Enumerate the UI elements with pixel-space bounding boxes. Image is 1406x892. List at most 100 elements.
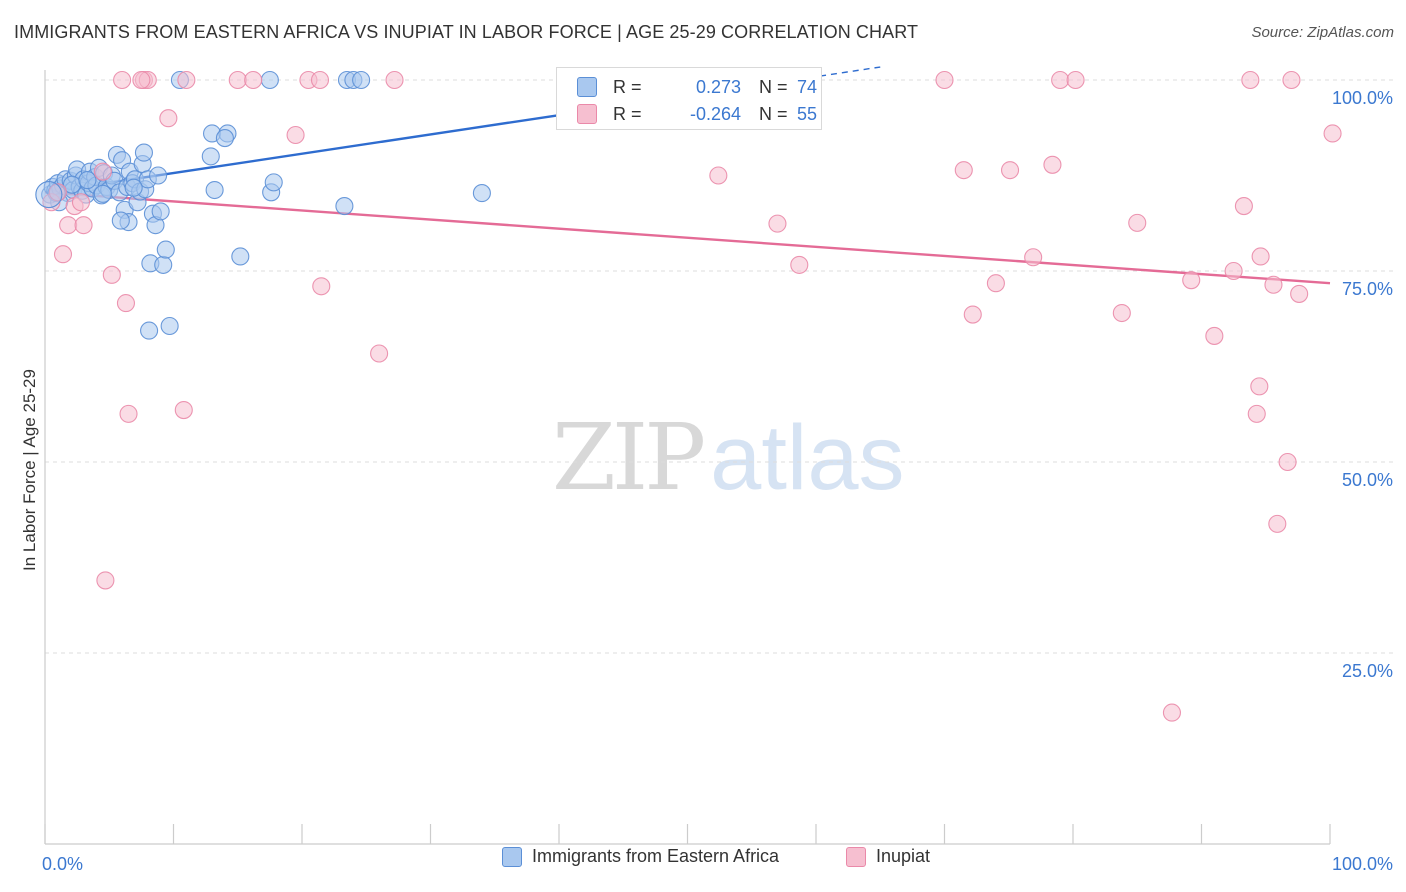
blue-point	[35, 181, 63, 209]
pink-point	[935, 70, 954, 90]
pink-point	[177, 70, 196, 90]
pink-point	[132, 70, 151, 90]
legend-item-eastern-africa[interactable]: Immigrants from Eastern Africa	[502, 846, 779, 867]
pink-point	[310, 70, 330, 90]
blue-point	[111, 211, 130, 230]
blue-point	[335, 197, 354, 216]
pink-point	[1268, 514, 1287, 533]
stats-r-value: 0.273	[695, 76, 741, 97]
pink-point	[1264, 275, 1283, 294]
blue-point	[472, 184, 491, 203]
pink-point	[244, 70, 263, 90]
pink-point	[286, 125, 305, 145]
stats-r-label: R =	[613, 76, 642, 97]
pink-point	[1051, 70, 1070, 90]
stats-swatch-blue	[577, 77, 597, 97]
pink-point	[1128, 213, 1147, 232]
blue-point	[215, 129, 234, 148]
chart-title: IMMIGRANTS FROM EASTERN AFRICA VS INUPIA…	[14, 22, 919, 42]
x-tick-label: 100.0%	[1332, 854, 1393, 874]
pink-point	[174, 400, 193, 420]
legend-swatch-pink	[846, 846, 866, 867]
y-tick-label: 50.0%	[1342, 470, 1393, 490]
blue-point	[151, 202, 170, 221]
pink-point	[1290, 284, 1309, 303]
blue-point	[78, 171, 97, 190]
pink-point	[963, 305, 982, 324]
pink-point	[159, 109, 178, 128]
watermark: ZIPatlas	[552, 404, 905, 511]
blue-point	[201, 147, 220, 166]
stats-n-value: 74	[797, 76, 818, 97]
stats-r-label: R =	[613, 103, 642, 124]
pink-point	[59, 216, 78, 235]
pink-point	[312, 277, 331, 296]
y-axis-label: In Labor Force | Age 25-29	[20, 369, 39, 571]
y-tick-label: 100.0%	[1332, 88, 1393, 108]
stats-box: R = 0.273 N = 74 R = -0.264 N = 55	[556, 67, 822, 130]
pink-point	[228, 70, 247, 90]
pink-point	[119, 404, 138, 423]
blue-point	[149, 166, 168, 185]
x-tick-label: 0.0%	[42, 854, 83, 874]
axes	[44, 70, 1331, 845]
pink-point	[1182, 271, 1201, 290]
blue-point	[93, 184, 112, 203]
pink-point	[1282, 70, 1301, 90]
pink-point	[71, 193, 91, 212]
pink-point	[385, 70, 404, 90]
y-tick-label: 25.0%	[1342, 661, 1393, 681]
legend: Immigrants from Eastern Africa Inupiat	[0, 846, 1406, 880]
pink-point	[768, 214, 787, 233]
pink-point	[1323, 124, 1342, 143]
blue-point	[205, 180, 224, 200]
stats-n-value: 55	[797, 103, 818, 124]
pink-point	[1205, 326, 1224, 345]
blue-point	[260, 70, 279, 90]
pink-point	[1066, 70, 1085, 90]
pink-point	[1112, 303, 1131, 323]
y-tick-label: 75.0%	[1342, 279, 1393, 299]
blue-point	[140, 321, 159, 340]
pink-point	[1000, 161, 1020, 180]
pink-point	[113, 70, 132, 90]
pink-point	[954, 161, 973, 180]
pink-point	[986, 274, 1005, 293]
source-label: Source: ZipAtlas.com	[1251, 24, 1394, 41]
trend-line-pink	[44, 191, 1331, 285]
blue-point	[156, 240, 175, 259]
stats-n-label: N =	[759, 103, 788, 124]
pink-point	[1162, 703, 1181, 722]
blue-point	[352, 70, 371, 90]
stats-r-value: -0.264	[689, 103, 741, 124]
y-axis-label-wrap: In Labor Force | Age 25-29	[18, 330, 42, 610]
stats-n-label: N =	[759, 76, 788, 97]
blue-point	[154, 255, 173, 274]
legend-label: Immigrants from Eastern Africa	[532, 846, 780, 866]
pink-point	[1024, 248, 1043, 267]
blue-point	[160, 316, 179, 336]
pink-point	[790, 255, 809, 274]
blue-point	[124, 178, 143, 197]
pink-point	[74, 216, 93, 235]
pink-point	[1241, 70, 1260, 90]
pink-point	[93, 162, 112, 181]
grid-lines	[45, 79, 1396, 654]
data-points	[35, 70, 1342, 722]
legend-item-inupiat[interactable]: Inupiat	[846, 846, 930, 867]
blue-point	[231, 247, 250, 266]
legend-swatch-blue	[502, 846, 522, 867]
pink-point	[1250, 377, 1269, 396]
pink-point	[370, 344, 389, 363]
pink-point	[1234, 197, 1253, 216]
pink-point	[96, 571, 115, 590]
stats-swatch-pink	[577, 104, 597, 124]
watermark-zip: ZIP	[552, 404, 706, 511]
pink-point	[709, 166, 728, 185]
pink-point	[102, 265, 121, 284]
tick-labels: 25.0% 50.0% 75.0% 100.0% 0.0% 100.0%	[42, 88, 1393, 874]
pink-point	[1224, 261, 1243, 281]
pink-point	[1247, 404, 1266, 423]
legend-label: Inupiat	[876, 846, 931, 866]
